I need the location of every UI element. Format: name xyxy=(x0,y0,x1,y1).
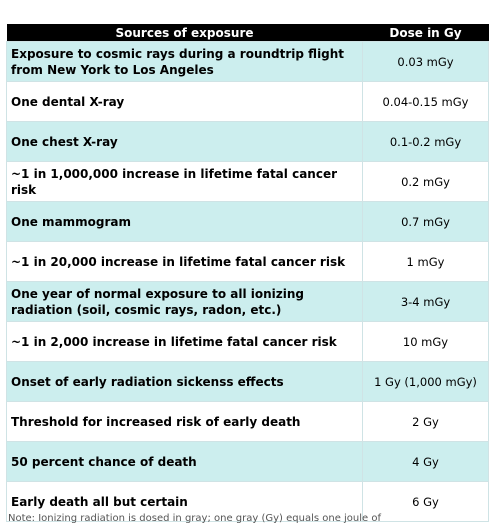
exposure-source-cell: One year of normal exposure to all ioniz… xyxy=(6,281,363,322)
radiation-dose-table: Sources of exposure Dose in Gy Exposure … xyxy=(6,24,489,522)
dose-cell: 0.7 mGy xyxy=(362,201,489,242)
table-header-row: Sources of exposure Dose in Gy xyxy=(6,24,489,42)
dose-cell: 6 Gy xyxy=(362,481,489,522)
table-row: Early death all but certain 6 Gy xyxy=(6,481,489,522)
exposure-source-cell: ~1 in 2,000 increase in lifetime fatal c… xyxy=(6,321,363,362)
table-row: One mammogram 0.7 mGy xyxy=(6,201,489,242)
dose-cell: 3-4 mGy xyxy=(362,281,489,322)
exposure-source-cell: One dental X-ray xyxy=(6,81,363,122)
table-row: ~1 in 20,000 increase in lifetime fatal … xyxy=(6,241,489,282)
table-row: Threshold for increased risk of early de… xyxy=(6,401,489,442)
table-row: ~1 in 1,000,000 increase in lifetime fat… xyxy=(6,161,489,202)
dose-cell: 0.04-0.15 mGy xyxy=(362,81,489,122)
table-row: One chest X-ray 0.1-0.2 mGy xyxy=(6,121,489,162)
dose-cell: 1 mGy xyxy=(362,241,489,282)
dose-cell: 2 Gy xyxy=(362,401,489,442)
exposure-source-cell: Threshold for increased risk of early de… xyxy=(6,401,363,442)
dose-cell: 1 Gy (1,000 mGy) xyxy=(362,361,489,402)
dose-cell: 0.2 mGy xyxy=(362,161,489,202)
header-dose-in-gy: Dose in Gy xyxy=(362,24,489,42)
exposure-source-cell: Exposure to cosmic rays during a roundtr… xyxy=(6,41,363,82)
table-row: 50 percent chance of death 4 Gy xyxy=(6,441,489,482)
table-row: Exposure to cosmic rays during a roundtr… xyxy=(6,41,489,82)
dose-cell: 4 Gy xyxy=(362,441,489,482)
dose-cell: 0.03 mGy xyxy=(362,41,489,82)
exposure-source-cell: Onset of early radiation sickenss effect… xyxy=(6,361,363,402)
exposure-source-cell: ~1 in 1,000,000 increase in lifetime fat… xyxy=(6,161,363,202)
exposure-source-cell: Early death all but certain xyxy=(6,481,363,522)
table-row: Onset of early radiation sickenss effect… xyxy=(6,361,489,402)
table-row: One year of normal exposure to all ioniz… xyxy=(6,281,489,322)
dose-cell: 0.1-0.2 mGy xyxy=(362,121,489,162)
table-row: ~1 in 2,000 increase in lifetime fatal c… xyxy=(6,321,489,362)
table-row: One dental X-ray 0.04-0.15 mGy xyxy=(6,81,489,122)
exposure-source-cell: ~1 in 20,000 increase in lifetime fatal … xyxy=(6,241,363,282)
exposure-source-cell: 50 percent chance of death xyxy=(6,441,363,482)
exposure-source-cell: One mammogram xyxy=(6,201,363,242)
dose-cell: 10 mGy xyxy=(362,321,489,362)
footnote-text: Note: Ionizing radiation is dosed in gra… xyxy=(8,513,382,524)
exposure-source-cell: One chest X-ray xyxy=(6,121,363,162)
header-sources-of-exposure: Sources of exposure xyxy=(6,24,363,42)
